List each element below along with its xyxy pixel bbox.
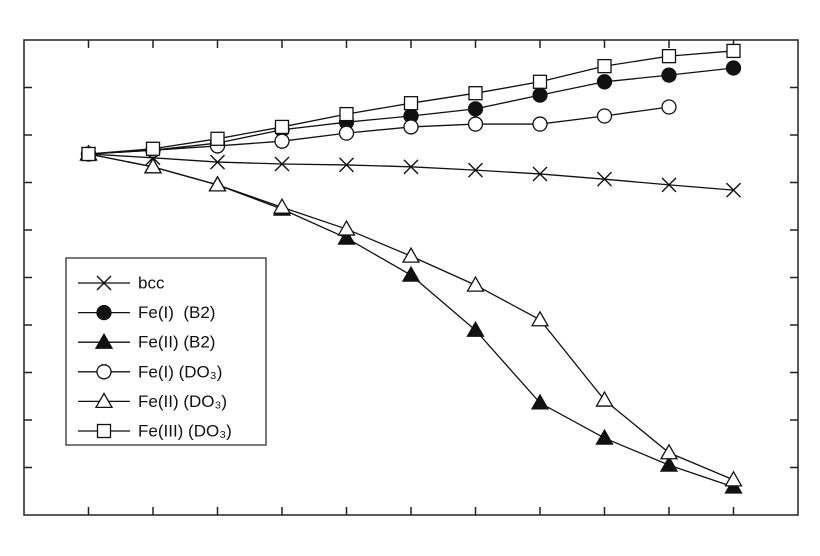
- marker: [468, 162, 483, 178]
- legend-label: Fe(II) (B2): [138, 333, 215, 352]
- marker: [337, 228, 356, 245]
- marker: [726, 182, 741, 198]
- marker: [274, 119, 290, 135]
- legend-label: bcc: [138, 273, 165, 292]
- marker: [96, 275, 112, 291]
- marker: [595, 390, 614, 407]
- marker: [725, 60, 742, 76]
- marker: [597, 171, 612, 187]
- marker: [143, 157, 163, 174]
- marker: [532, 166, 548, 182]
- marker: [339, 157, 354, 173]
- marker: [466, 275, 485, 292]
- legend-label: Fe(III) (DO₃): [138, 421, 232, 440]
- marker: [81, 146, 96, 162]
- marker: [338, 125, 355, 141]
- marker: [661, 49, 677, 64]
- marker: [94, 392, 114, 409]
- legend-label: Fe(I) (B2): [138, 303, 215, 322]
- marker: [467, 116, 484, 132]
- marker: [210, 154, 225, 170]
- marker: [403, 119, 419, 135]
- marker: [96, 423, 112, 439]
- legend-box: [65, 257, 267, 446]
- marker: [661, 99, 677, 115]
- marker: [597, 58, 612, 74]
- marker: [467, 101, 484, 117]
- marker: [659, 455, 679, 472]
- marker: [274, 133, 290, 149]
- marker: [659, 443, 679, 460]
- marker: [210, 131, 225, 146]
- marker: [724, 470, 743, 487]
- marker: [208, 175, 227, 192]
- marker: [532, 87, 548, 103]
- marker: [401, 265, 421, 282]
- series-line: [88, 153, 734, 191]
- marker: [530, 393, 550, 410]
- marker: [337, 219, 356, 236]
- series-line: [88, 106, 670, 155]
- marker: [401, 246, 421, 263]
- marker: [94, 332, 114, 349]
- marker: [532, 74, 548, 89]
- marker: [661, 67, 677, 83]
- marker: [145, 141, 161, 156]
- marker: [96, 304, 112, 321]
- marker: [403, 159, 419, 175]
- legend-label: Fe(I) (DO₃): [138, 362, 222, 381]
- marker: [596, 74, 613, 90]
- marker: [726, 43, 741, 59]
- marker: [403, 96, 419, 111]
- marker: [466, 320, 485, 337]
- marker: [468, 86, 483, 101]
- marker: [96, 364, 112, 380]
- marker: [596, 108, 613, 124]
- marker: [272, 197, 292, 214]
- legend-label: Fe(II) (DO₃): [138, 392, 227, 411]
- marker: [595, 428, 614, 445]
- marker: [339, 106, 354, 122]
- marker: [274, 156, 290, 172]
- marker: [530, 310, 550, 327]
- marker: [661, 177, 677, 193]
- marker: [532, 116, 548, 132]
